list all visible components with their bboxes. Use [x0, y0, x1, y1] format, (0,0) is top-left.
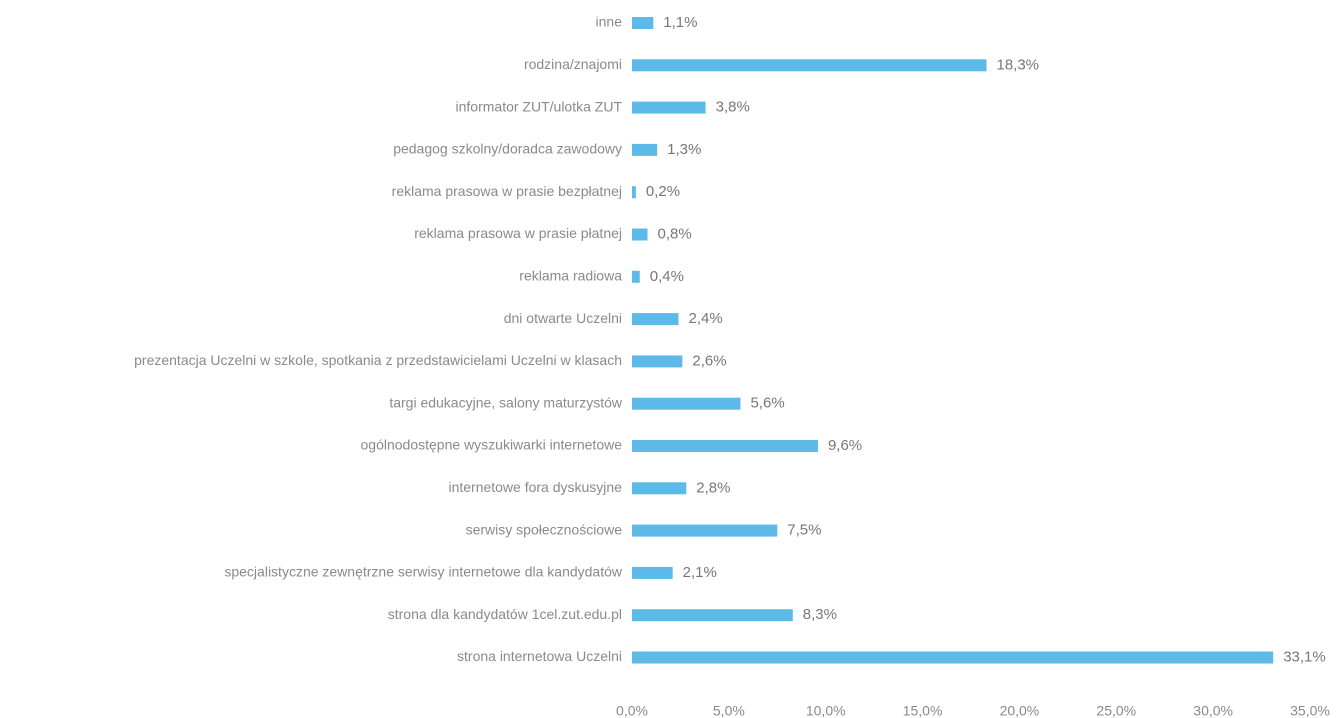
- value-label: 0,2%: [646, 183, 680, 200]
- category-label: reklama prasowa w prasie płatnej: [414, 225, 622, 241]
- x-tick-label: 20,0%: [1000, 703, 1040, 718]
- bar: [632, 270, 640, 283]
- value-label: 2,6%: [692, 352, 726, 369]
- value-label: 2,8%: [696, 479, 730, 496]
- category-label: strona internetowa Uczelni: [457, 648, 622, 664]
- category-label: rodzina/znajomi: [524, 56, 622, 72]
- x-tick-label: 25,0%: [1096, 703, 1136, 718]
- bar: [632, 186, 636, 199]
- bar: [632, 482, 687, 495]
- bar: [632, 609, 793, 622]
- bar: [632, 651, 1274, 664]
- value-label: 0,8%: [657, 225, 691, 242]
- bar: [632, 440, 818, 452]
- category-label: internetowe fora dyskusyjne: [448, 479, 622, 495]
- value-label: 33,1%: [1283, 648, 1326, 665]
- category-label: inne: [596, 14, 623, 30]
- bar: [632, 313, 679, 326]
- value-label: 1,1%: [663, 14, 697, 31]
- category-label: reklama radiowa: [519, 268, 622, 284]
- value-label: 1,3%: [667, 141, 701, 158]
- category-label: informator ZUT/ulotka ZUT: [456, 98, 623, 114]
- category-label: dni otwarte Uczelni: [504, 310, 622, 326]
- value-label: 2,4%: [688, 310, 722, 327]
- category-label: pedagog szkolny/doradca zawodowy: [393, 141, 622, 157]
- value-label: 8,3%: [803, 606, 837, 623]
- x-tick-label: 15,0%: [903, 703, 943, 718]
- category-label: strona dla kandydatów 1cel.zut.edu.pl: [388, 606, 622, 622]
- value-label: 7,5%: [787, 522, 821, 539]
- value-label: 5,6%: [750, 395, 784, 412]
- value-label: 3,8%: [716, 99, 750, 116]
- bar: [632, 143, 658, 156]
- category-label: reklama prasowa w prasie bezpłatnej: [392, 183, 622, 199]
- category-label: targi edukacyjne, salony maturzystów: [389, 394, 623, 410]
- category-label: specjalistyczne zewnętrzne serwisy inter…: [224, 564, 623, 580]
- bar: [632, 524, 778, 537]
- bar: [632, 566, 673, 579]
- bar: [632, 17, 654, 29]
- bar: [632, 355, 683, 368]
- category-label: prezentacja Uczelni w szkole, spotkania …: [134, 352, 622, 368]
- x-tick-label: 35,0%: [1290, 703, 1330, 718]
- x-tick-label: 30,0%: [1193, 703, 1233, 718]
- category-label: serwisy społecznościowe: [466, 521, 623, 537]
- value-label: 2,1%: [683, 564, 717, 581]
- value-label: 9,6%: [828, 437, 862, 454]
- bar: [632, 101, 706, 114]
- value-label: 18,3%: [996, 56, 1039, 73]
- bar: [632, 59, 987, 72]
- x-tick-label: 0,0%: [616, 703, 648, 718]
- category-label: ogólnodostępne wyszukiwarki internetowe: [361, 437, 623, 453]
- value-label: 0,4%: [650, 268, 684, 285]
- bar: [632, 397, 741, 410]
- bar: [632, 228, 648, 241]
- x-tick-label: 10,0%: [806, 703, 846, 718]
- x-tick-label: 5,0%: [713, 703, 745, 718]
